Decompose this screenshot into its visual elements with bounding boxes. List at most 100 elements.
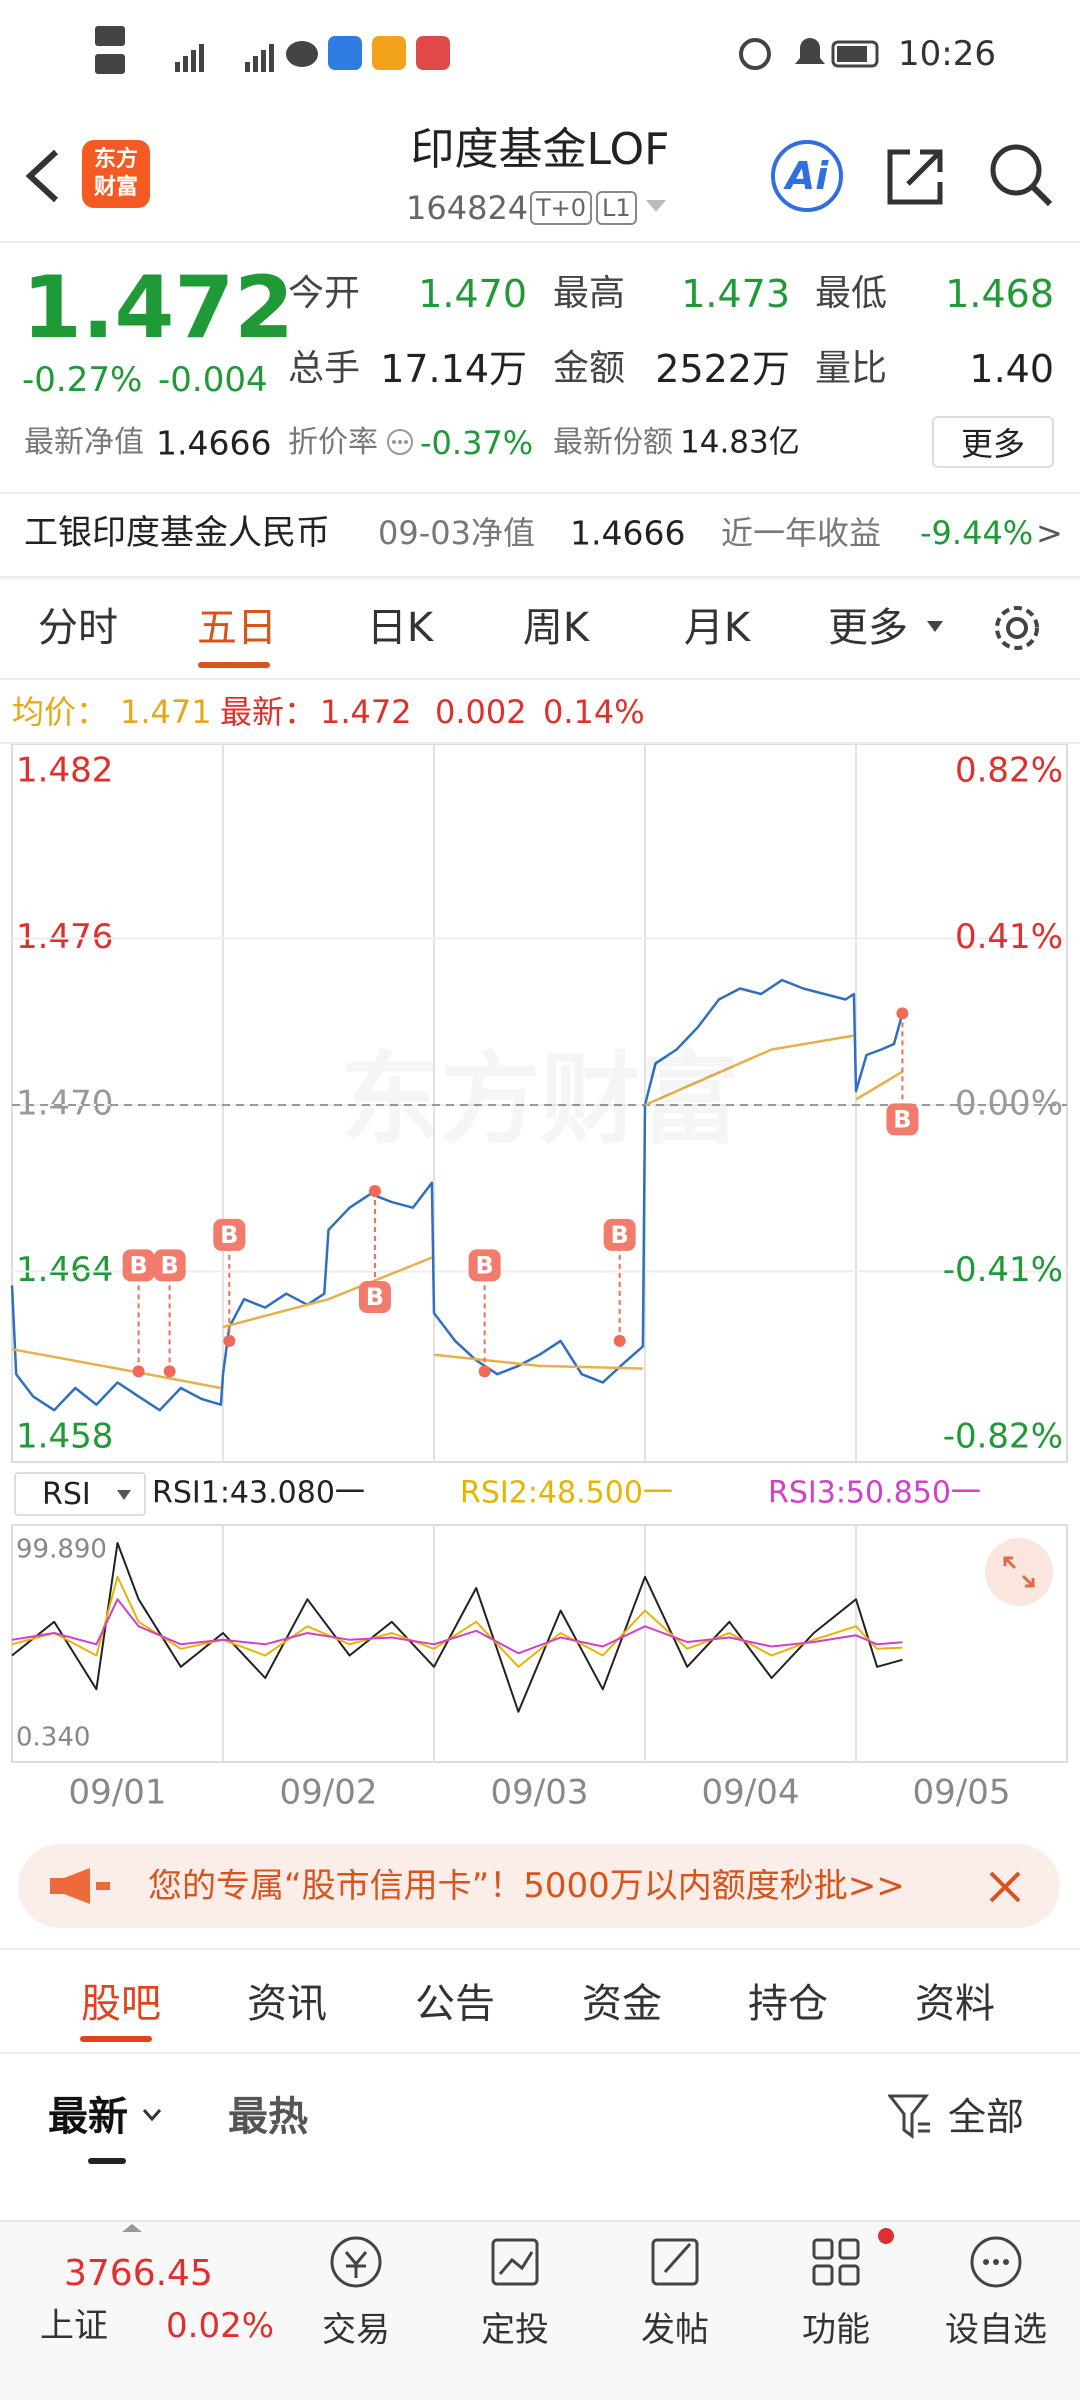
period-tab[interactable]: 月K [683,605,751,651]
tag: L1 [596,191,637,225]
divider [0,576,1080,579]
index-value: 3766.45 [64,2253,213,2294]
period-tab[interactable]: 更多 [828,605,908,651]
y-tick-label: 1.482 [16,751,113,791]
marker-point [478,1365,491,1378]
stat-value: 1.468 [945,272,1054,316]
sort-tab-active[interactable]: 最新 [48,2094,128,2140]
info-icon[interactable] [386,428,414,456]
ad-banner[interactable]: 您的专属“股市信用卡”！5000万以内额度秒批>> [18,1844,1060,1928]
nav-date: 09-03净值 [378,514,535,552]
sort-arrow [142,2109,162,2122]
period-tab[interactable]: 分时 [38,605,118,651]
marker-point [132,1365,145,1378]
divider [0,742,1080,744]
nav-item[interactable]: 发帖 [641,2310,709,2350]
section-tab[interactable]: 公告 [415,1981,495,2027]
section-tab[interactable]: 持仓 [748,1981,828,2027]
tab-underline [198,662,270,668]
stat-value: 1.470 [418,272,527,316]
marker-point [163,1365,176,1378]
section-underline [80,2036,152,2042]
filter-label[interactable]: 全部 [948,2095,1025,2139]
x-tick-label: 09/04 [702,1773,800,1813]
status-right-svg [739,38,879,70]
marker-point [223,1334,236,1347]
nav-item[interactable]: 设自选 [945,2310,1047,2350]
last-price: 1.472 [22,258,295,358]
period-tab-active[interactable]: 五日 [197,605,277,651]
stat-value: 17.14万 [380,347,527,391]
index-name: 工银印度基金人民币 [24,513,330,553]
nav-value: 1.4666 [156,423,272,463]
search-button[interactable] [988,142,1054,208]
y-tick-label: 1.458 [16,1417,113,1457]
marker-badge [358,1281,391,1314]
marker-point [368,1185,381,1198]
marker-label: B [220,1221,238,1249]
section-tab-active[interactable]: 股吧 [81,1981,161,2027]
marker-badge [153,1249,186,1282]
section-tab[interactable]: 资讯 [247,1981,327,2027]
bottom-nav: 3766.45 上证 0.02% 交易 定投 发帖 功能 设自选 [0,2220,1080,2400]
back-button[interactable] [22,148,62,204]
selector-arrow [117,1490,131,1500]
change-pct: -0.27% [22,360,143,400]
x-tick-label: 09/02 [280,1773,378,1813]
y-tick-label: 0.340 [16,1723,90,1753]
ai-button[interactable]: Ai [771,140,843,212]
discount-label: 折价率 [288,425,378,460]
logo-text: 东方 [93,147,138,172]
section-tab[interactable]: 资金 [582,1981,662,2027]
latest-change: 0.002 [435,693,527,731]
more-button[interactable]: 更多 [932,416,1054,468]
ad-close[interactable] [988,1870,1022,1904]
y-tick-label: 1.476 [16,917,113,957]
series-line [10,978,904,1412]
fund-title: 印度基金LOF [410,124,670,175]
nav-item[interactable]: 功能 [802,2310,870,2350]
period-tab[interactable]: 日K [366,605,434,651]
latest-value: 1.472 [320,693,412,731]
x-tick-label: 09/01 [69,1773,167,1813]
period-tab[interactable]: 周K [522,605,590,651]
y-tick-label: 99.890 [16,1535,107,1565]
index-nav: 1.4666 [570,513,686,553]
nav-icons [330,2228,1022,2288]
share-button[interactable] [884,144,948,208]
settings-button[interactable] [990,601,1044,655]
change: -0.004 [158,360,268,400]
return-label: 近一年收益 [721,514,882,552]
sort-tab[interactable]: 最热 [228,2094,308,2140]
nav-item[interactable]: 定投 [481,2310,549,2350]
divider [0,492,1080,494]
stat-value: 2522万 [655,347,790,391]
status-right-icons [735,34,885,74]
logo: 东方 财富 [82,140,150,208]
indicator-selector[interactable]: RSI [14,1472,146,1516]
y2-tick-label: -0.41% [943,1250,1063,1290]
legend-entry: RSI2:48.500一 [460,1476,673,1511]
divider [0,2052,1080,2054]
filter-icon [888,2094,930,2139]
legend-entry: RSI3:50.850一 [768,1476,981,1511]
divider [0,678,1080,680]
stat-label: 量比 [815,348,888,389]
marker-point [896,1007,909,1020]
nav-item[interactable]: 交易 [322,2310,390,2350]
latest-change-pct: 0.14% [543,693,645,731]
divider [0,241,1080,243]
more-arrow [927,621,943,632]
stat-label: 总手 [288,348,361,389]
dropdown-arrow[interactable] [644,198,668,216]
expand-button[interactable] [985,1538,1053,1606]
indicator-name: RSI [42,1477,91,1512]
section-tab[interactable]: 资料 [915,1981,995,2027]
stat-label: 最高 [553,273,626,314]
shares-value: 14.83亿 [680,424,800,461]
row-arrow[interactable]: > [1036,514,1063,552]
y2-tick-label: -0.82% [943,1417,1063,1457]
ad-text: 您的专属“股市信用卡”！5000万以内额度秒批>> [148,1869,905,1903]
